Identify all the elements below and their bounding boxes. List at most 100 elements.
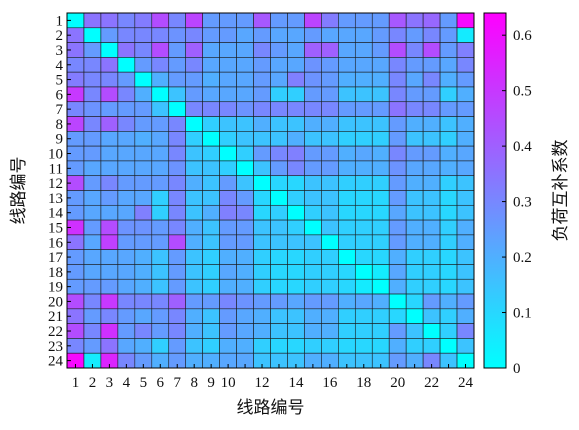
heatmap-cell xyxy=(100,160,119,177)
heatmap-cell xyxy=(100,278,119,295)
heatmap-cell xyxy=(338,308,356,324)
heatmap-cell xyxy=(371,42,390,58)
heatmap-cell xyxy=(287,264,305,280)
heatmap-cell xyxy=(236,278,254,295)
heatmap-cell xyxy=(134,86,153,103)
heatmap-cell xyxy=(422,249,441,265)
heatmap-cell xyxy=(388,293,407,310)
heatmap-cell xyxy=(456,338,475,354)
colorbar-tick-label: 0.4 xyxy=(513,139,532,155)
heatmap-cell xyxy=(253,278,271,295)
heatmap-cell xyxy=(185,27,203,43)
heatmap-cell xyxy=(117,278,136,295)
heatmap-cell xyxy=(338,57,356,73)
y-tick-label: 15 xyxy=(48,220,63,236)
heatmap-cell xyxy=(304,264,322,280)
heatmap-cell xyxy=(456,204,475,221)
heatmap-cell xyxy=(456,160,475,177)
heatmap-cell xyxy=(405,293,424,310)
heatmap-cell xyxy=(134,264,153,280)
heatmap-cell xyxy=(388,27,407,43)
heatmap-cell xyxy=(83,145,102,162)
heatmap-cell xyxy=(439,27,458,43)
heatmap-cell xyxy=(253,71,271,88)
heatmap-cell xyxy=(151,219,170,236)
heatmap-cell xyxy=(83,234,102,250)
heatmap-cell xyxy=(405,278,424,295)
heatmap-cell xyxy=(100,190,119,206)
heatmap-cell xyxy=(270,86,288,103)
heatmap-cell xyxy=(168,27,187,43)
x-tick-label: 14 xyxy=(288,375,304,391)
heatmap-cell xyxy=(134,42,153,58)
heatmap-cell xyxy=(100,249,119,265)
heatmap-cell xyxy=(388,160,407,177)
heatmap-cell xyxy=(168,234,187,250)
heatmap-cell xyxy=(287,323,305,339)
heatmap-cell xyxy=(100,219,119,236)
heatmap-cell xyxy=(219,86,237,103)
y-tick-label: 23 xyxy=(48,339,63,355)
heatmap-cell xyxy=(287,42,305,58)
x-tick-label: 10 xyxy=(221,375,236,391)
heatmap-cell xyxy=(236,86,254,103)
heatmap-cell xyxy=(422,204,441,221)
heatmap-cell xyxy=(388,323,407,339)
heatmap-cell xyxy=(202,308,220,324)
heatmap-cell xyxy=(321,190,339,206)
heatmap-cell xyxy=(371,27,390,43)
heatmap-cell xyxy=(236,145,254,162)
heatmap-cell xyxy=(304,338,322,354)
heatmap-cell xyxy=(439,145,458,162)
heatmap-cell xyxy=(151,264,170,280)
heatmap-cell xyxy=(388,131,407,147)
heatmap-cell xyxy=(321,219,339,236)
heatmap-cell xyxy=(388,86,407,103)
heatmap-cell xyxy=(236,249,254,265)
heatmap-cell xyxy=(185,116,203,132)
heatmap-cell xyxy=(185,308,203,324)
y-tick-label: 12 xyxy=(48,176,63,192)
heatmap-cell xyxy=(134,116,153,132)
heatmap-cell xyxy=(236,234,254,250)
y-tick-label: 13 xyxy=(48,191,63,207)
heatmap-cell xyxy=(134,234,153,250)
heatmap-cell xyxy=(388,145,407,162)
heatmap-cell xyxy=(117,27,136,43)
heatmap-cell xyxy=(405,219,424,236)
heatmap-cell xyxy=(253,27,271,43)
heatmap-cell xyxy=(270,160,288,177)
heatmap-cell xyxy=(354,293,373,310)
heatmap-cell xyxy=(253,12,271,29)
heatmap-cell xyxy=(388,71,407,88)
heatmap-cell xyxy=(405,86,424,103)
heatmap-cell xyxy=(219,204,237,221)
heatmap-cell xyxy=(439,12,458,29)
heatmap-cell xyxy=(168,175,187,191)
heatmap-cell xyxy=(202,57,220,73)
heatmap-cell xyxy=(439,160,458,177)
heatmap-cell xyxy=(371,234,390,250)
heatmap-cell xyxy=(354,204,373,221)
heatmap-cell xyxy=(202,101,220,117)
heatmap-cell xyxy=(422,101,441,117)
heatmap-cell xyxy=(100,264,119,280)
heatmap-cell xyxy=(168,71,187,88)
heatmap-cell xyxy=(422,57,441,73)
heatmap-cell xyxy=(371,101,390,117)
heatmap-cell xyxy=(202,160,220,177)
heatmap-cell xyxy=(456,116,475,132)
heatmap-cell xyxy=(388,101,407,117)
heatmap-cell xyxy=(185,175,203,191)
x-axis-label: 线路编号 xyxy=(237,398,305,417)
heatmap-cell xyxy=(354,42,373,58)
heatmap-cell xyxy=(422,190,441,206)
heatmap-cell xyxy=(405,12,424,29)
heatmap-cell xyxy=(287,175,305,191)
heatmap-cell xyxy=(338,219,356,236)
heatmap-cell xyxy=(287,249,305,265)
heatmap-cell xyxy=(100,101,119,117)
x-tick-label: 22 xyxy=(424,375,439,391)
heatmap-cell xyxy=(100,323,119,339)
heatmap-cell xyxy=(117,204,136,221)
